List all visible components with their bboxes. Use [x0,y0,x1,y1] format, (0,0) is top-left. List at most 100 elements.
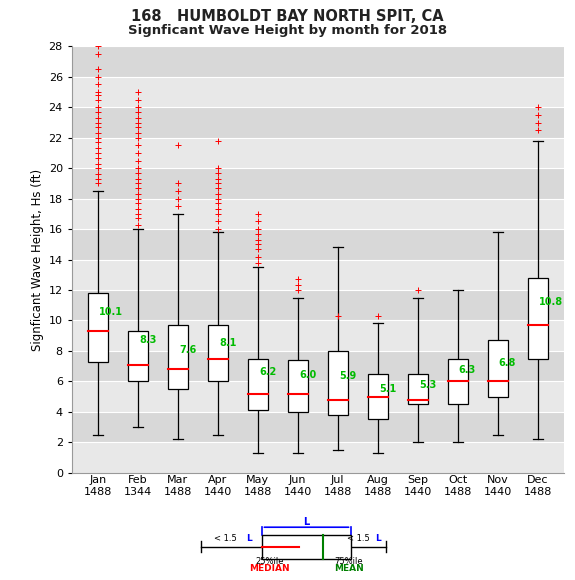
Point [213,224,223,234]
Text: < 1.5: < 1.5 [347,534,372,543]
Bar [328,351,348,415]
Point [93,80,102,89]
Point [213,209,223,219]
Point [133,95,143,104]
Point [93,129,102,138]
Point [93,49,102,59]
Text: 25%ile: 25%ile [255,557,283,566]
Bar [72,412,564,442]
Point [293,285,302,295]
Text: 5.9: 5.9 [339,371,356,382]
Bar [72,168,564,198]
Bar [72,229,564,260]
Bar [262,535,351,559]
Text: 8.3: 8.3 [139,335,156,345]
Text: 6.3: 6.3 [459,365,476,375]
Bar [248,358,268,410]
Point [253,235,262,244]
Point [133,156,143,165]
Point [213,164,223,173]
Text: L: L [375,534,381,543]
Bar [288,360,308,412]
Point [133,190,143,199]
Point [253,224,262,234]
Text: < 1.5: < 1.5 [214,534,240,543]
Point [93,133,102,143]
Point [93,179,102,188]
Bar [447,358,467,404]
Point [173,186,182,195]
Point [253,244,262,253]
Text: 6.2: 6.2 [259,367,276,377]
Point [133,179,143,188]
Point [93,164,102,173]
Point [93,107,102,117]
Text: 7.6: 7.6 [179,346,196,356]
Point [213,194,223,204]
Point [133,141,143,150]
Point [133,148,143,158]
Text: 10.8: 10.8 [539,297,563,307]
Point [213,179,223,188]
Point [253,252,262,261]
Point [133,118,143,127]
Point [213,174,223,183]
Point [133,183,143,193]
Point [173,179,182,188]
Point [133,129,143,138]
Bar [72,138,564,168]
Point [93,95,102,104]
Bar [488,340,508,397]
Point [133,133,143,143]
Point [93,148,102,158]
Bar [408,374,428,404]
Point [213,183,223,193]
Text: 10.1: 10.1 [99,307,123,317]
Text: Signficant Wave Height by month for 2018: Signficant Wave Height by month for 2018 [128,24,447,37]
Point [133,214,143,223]
Text: 75%ile: 75%ile [335,557,363,566]
Point [93,113,102,122]
Text: MEAN: MEAN [334,564,363,572]
Bar [72,351,564,382]
Point [533,118,542,127]
Point [93,64,102,74]
Point [133,174,143,183]
Bar [367,374,388,419]
Point [133,168,143,177]
Point [93,174,102,183]
Point [293,281,302,290]
Bar [208,325,228,382]
Point [93,122,102,132]
Point [93,42,102,51]
Bar [72,199,564,229]
Point [133,220,143,229]
Bar [72,442,564,473]
Point [213,168,223,177]
Point [213,205,223,214]
Point [93,72,102,82]
Point [333,311,342,321]
Text: 8.1: 8.1 [219,338,236,348]
Point [93,88,102,97]
Bar [72,321,564,351]
Y-axis label: Signficant Wave Height, Hs (ft): Signficant Wave Height, Hs (ft) [32,168,44,351]
Text: 5.3: 5.3 [419,380,436,390]
Bar [168,325,188,389]
Bar [72,290,564,321]
Bar [72,107,564,138]
Point [173,202,182,211]
Point [93,137,102,147]
Point [533,103,542,112]
Text: 168   HUMBOLDT BAY NORTH SPIT, CA: 168 HUMBOLDT BAY NORTH SPIT, CA [131,9,444,24]
Text: 6.8: 6.8 [499,358,516,368]
Point [253,240,262,249]
Point [133,194,143,204]
Bar [527,278,547,358]
Point [93,170,102,179]
Point [93,159,102,168]
Point [133,107,143,117]
Bar [72,77,564,107]
Point [173,141,182,150]
Point [93,144,102,153]
